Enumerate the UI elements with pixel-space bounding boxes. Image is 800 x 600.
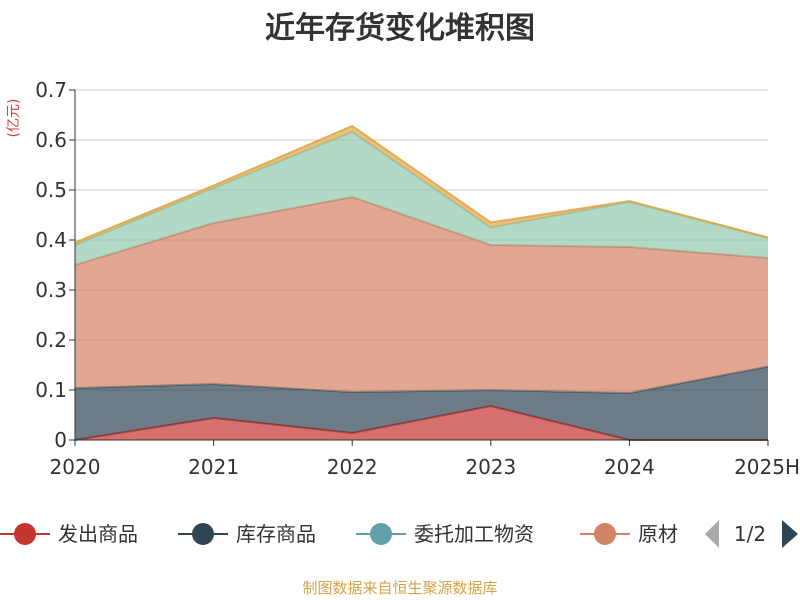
x-tick-label: 2021 [188, 455, 239, 479]
legend-circle-icon [370, 523, 392, 545]
axes: 0 0.1 0.2 0.3 0.4 0.5 0.6 0.7 2020 2021 2022 2023 20… [35, 78, 800, 479]
y-tick-label: 0.2 [35, 328, 67, 352]
legend-prev-icon[interactable] [705, 520, 719, 548]
legend-circle-icon [14, 523, 36, 545]
legend-item[interactable]: 原材 [580, 522, 678, 546]
area-series-5 [75, 132, 768, 265]
legend-item[interactable]: 库存商品 [178, 522, 316, 546]
legend-circle-icon [192, 523, 214, 545]
x-tick-label: 2023 [465, 455, 516, 479]
legend-item[interactable]: 委托加工物资 [356, 522, 534, 546]
legend-label: 库存商品 [236, 522, 316, 546]
legend-pager: 1/2 [705, 520, 798, 548]
legend-items: 发出商品 库存商品 委托加工物资 原材 [0, 522, 678, 546]
area-series-4 [75, 197, 768, 393]
y-tick-label: 0.5 [35, 178, 67, 202]
data-source-note: 制图数据来自恒生聚源数据库 [302, 579, 497, 597]
chart-title: 近年存货变化堆积图 [265, 11, 535, 46]
legend-next-icon[interactable] [782, 520, 798, 548]
y-tick-label: 0.1 [35, 378, 67, 402]
x-tick-label: 2024 [604, 455, 655, 479]
y-axis-unit: (亿元) [6, 99, 22, 138]
legend: 发出商品 库存商品 委托加工物资 原材 [0, 522, 678, 546]
area-series [74, 124, 769, 441]
y-tick-label: 0.4 [35, 228, 67, 252]
legend-label: 发出商品 [58, 522, 138, 546]
legend-label: 委托加工物资 [414, 522, 534, 546]
y-tick-label: 0 [54, 428, 67, 452]
legend-page-indicator: 1/2 [734, 522, 766, 546]
x-tick-label: 2020 [50, 455, 101, 479]
legend-circle-icon [594, 523, 616, 545]
x-tick-label: 2025H [734, 455, 800, 479]
legend-label: 原材 [638, 522, 678, 546]
y-tick-label: 0.6 [35, 128, 67, 152]
y-tick-label: 0.7 [35, 78, 67, 102]
line-series-6 [74, 124, 769, 244]
x-tick-label: 2022 [327, 455, 378, 479]
area-series-2 [75, 366, 768, 440]
y-tick-label: 0.3 [35, 278, 67, 302]
legend-item[interactable]: 发出商品 [0, 522, 138, 546]
